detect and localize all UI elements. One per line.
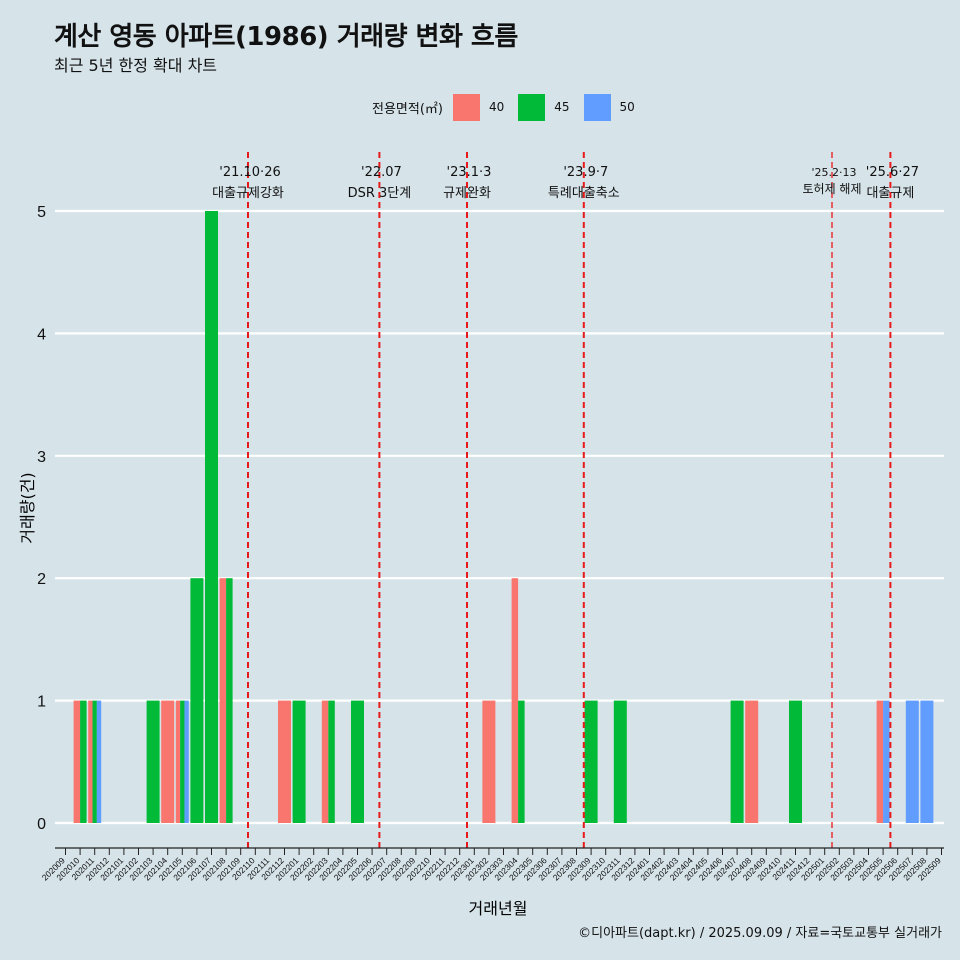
bar-45-202304: [518, 700, 525, 823]
annotation-label-0: 대출규제강화: [212, 186, 284, 201]
legend-title: 전용면적(㎡): [372, 101, 443, 117]
bar-45-202108: [226, 578, 233, 823]
chart-subtitle: 최근 5년 한정 확대 차트: [54, 56, 218, 75]
bar-45-202407: [730, 700, 744, 823]
y-axis: 0 1 2 3 4 5: [37, 204, 46, 833]
legend-key-45: [518, 93, 546, 121]
bar-40-202010: [73, 700, 81, 823]
y-tick-label: 5: [37, 204, 46, 221]
annotation-date-4: '25.2·13: [811, 166, 856, 179]
bar-45-202103: [146, 700, 160, 823]
bar-40-202104: [161, 700, 175, 823]
annotation-label-1: DSR 3단계: [348, 186, 412, 201]
bar-40-202011: [88, 700, 93, 823]
legend-key-50: [583, 93, 611, 121]
annotation-label-3: 특례대출축소: [548, 186, 620, 201]
legend-key-40: [452, 93, 480, 121]
annotation-label-5: 대출규제: [866, 186, 914, 201]
bar-45-202106: [190, 578, 204, 823]
legend-item-40: 40: [452, 93, 510, 121]
bar-45-202311: [613, 700, 627, 823]
bar-50-202105: [184, 700, 189, 823]
legend: 전용면적(㎡) 40 45 50: [372, 93, 649, 121]
bar-40-202203: [321, 700, 329, 823]
bar-45-202203: [328, 700, 335, 823]
bar-50-202508: [920, 700, 934, 823]
bar-45-202010: [80, 700, 87, 823]
y-tick-label: 0: [37, 816, 46, 833]
annotation-date-1: '22.07: [361, 165, 402, 180]
chart-title: 계산 영동 아파트(1986) 거래량 변화 흐름: [54, 22, 518, 52]
y-tick-label: 2: [37, 571, 46, 588]
legend-item-45: 45: [518, 93, 575, 121]
bar-45-202011: [92, 700, 97, 823]
bar-40-202302: [482, 700, 496, 823]
annotation-label-2: 규제완화: [443, 186, 491, 201]
bar-50-202507: [905, 700, 919, 823]
bar-40-202105: [175, 700, 181, 823]
legend-label-50: 50: [619, 100, 635, 114]
x-axis-label: 거래년월: [469, 899, 528, 918]
annotation-label-4: 토허제 해제: [802, 182, 861, 196]
x-axis: 2020092020102020112020122021012021022021…: [40, 847, 944, 882]
y-tick-label: 4: [37, 326, 46, 343]
legend-label-40: 40: [488, 100, 505, 114]
bar-40-202108: [219, 578, 227, 823]
bar-45-202205: [351, 700, 364, 823]
bar-50-202505: [883, 700, 890, 823]
annotation-date-3: '23.9·7: [563, 165, 608, 180]
bar-40-202408: [745, 700, 759, 823]
annotation-date-5: '25.6·27: [866, 165, 919, 180]
bar-45-202411: [789, 700, 802, 823]
bar-50-202011: [96, 700, 102, 823]
y-tick-label: 3: [37, 449, 46, 466]
bar-40-202304: [511, 578, 519, 823]
y-tick-label: 1: [37, 694, 46, 711]
bars: [73, 211, 934, 823]
source-caption: ©디아파트(dapt.kr) / 2025.09.09 / 자료=국토교통부 실…: [578, 926, 942, 941]
bar-40-202112: [278, 700, 291, 823]
bar-45-202309: [584, 700, 598, 823]
bar-40-202505: [876, 700, 884, 823]
annotation-date-0: '21.10·26: [219, 165, 280, 180]
y-axis-label: 거래량(건): [18, 472, 37, 543]
bar-45-202107: [205, 211, 218, 823]
reference-lines: '21.10·26 대출규제강화 '22.07 DSR 3단계 '23.1·3 규제완화 '…: [212, 152, 919, 848]
legend-label-45: 45: [554, 100, 570, 114]
bar-45-202105: [180, 700, 185, 823]
bar-45-202201: [292, 700, 306, 823]
annotation-date-2: '23.1·3: [447, 165, 492, 180]
legend-item-50: 50: [583, 93, 641, 121]
